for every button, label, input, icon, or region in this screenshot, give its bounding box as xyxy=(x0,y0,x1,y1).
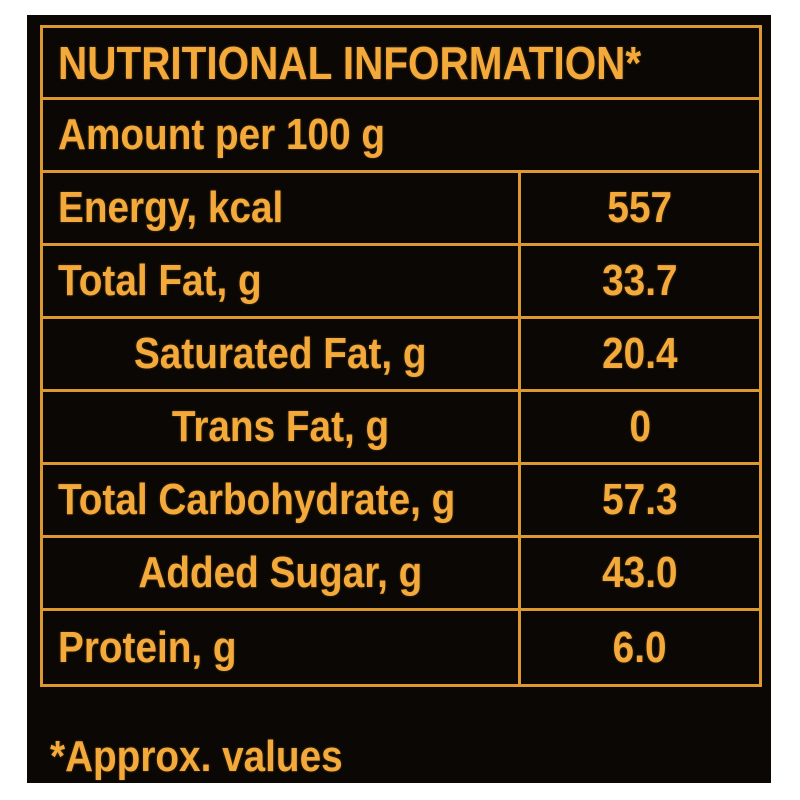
nutrition-table: NUTRITIONAL INFORMATION* Amount per 100 … xyxy=(40,25,762,687)
nutrient-value: 557 xyxy=(607,183,673,232)
footnote-text: *Approx. values xyxy=(50,732,343,781)
nutrient-label: Saturated Fat, g xyxy=(134,329,427,378)
nutrient-value-cell: 0 xyxy=(518,392,759,462)
nutrient-value: 43.0 xyxy=(602,548,678,597)
nutrient-value-cell: 6.0 xyxy=(518,611,759,684)
nutrient-label: Added Sugar, g xyxy=(138,548,423,597)
nutrient-value: 6.0 xyxy=(613,622,667,672)
nutrient-label: Protein, g xyxy=(58,622,237,672)
nutrient-label: Total Fat, g xyxy=(58,256,262,305)
nutrient-value: 0 xyxy=(629,402,651,451)
nutrient-row: Energy, kcal 557 xyxy=(43,173,759,246)
nutrient-label: Energy, kcal xyxy=(58,183,284,232)
nutrient-row: Trans Fat, g 0 xyxy=(43,392,759,465)
nutrient-label-cell: Total Carbohydrate, g xyxy=(43,465,518,535)
serving-size-row: Amount per 100 g xyxy=(43,100,759,173)
nutrient-value-cell: 20.4 xyxy=(518,319,759,389)
nutrient-row: Saturated Fat, g 20.4 xyxy=(43,319,759,392)
nutrient-label-cell: Added Sugar, g xyxy=(43,538,518,608)
nutrient-value: 33.7 xyxy=(602,256,678,305)
nutrient-value-cell: 557 xyxy=(518,173,759,243)
nutrient-label-cell: Trans Fat, g xyxy=(43,392,518,462)
nutrient-row: Protein, g 6.0 xyxy=(43,611,759,684)
nutrient-label: Total Carbohydrate, g xyxy=(58,475,456,524)
nutrient-rows: Energy, kcal 557 Total Fat, g 33.7 Saturated… xyxy=(43,173,759,684)
serving-size-label: Amount per 100 g xyxy=(58,110,386,159)
nutrient-row: Total Carbohydrate, g 57.3 xyxy=(43,465,759,538)
nutrient-value: 57.3 xyxy=(602,475,678,524)
table-title: NUTRITIONAL INFORMATION* xyxy=(58,36,642,89)
nutrient-label-cell: Protein, g xyxy=(43,611,518,684)
nutrient-label-cell: Saturated Fat, g xyxy=(43,319,518,389)
nutrient-value-cell: 33.7 xyxy=(518,246,759,316)
nutrient-value: 20.4 xyxy=(602,329,678,378)
nutrient-value-cell: 43.0 xyxy=(518,538,759,608)
nutrient-label: Trans Fat, g xyxy=(171,402,390,451)
table-title-row: NUTRITIONAL INFORMATION* xyxy=(43,28,759,100)
footnote: *Approx. values xyxy=(50,732,383,782)
nutrient-label-cell: Total Fat, g xyxy=(43,246,518,316)
nutrition-label-panel: NUTRITIONAL INFORMATION* Amount per 100 … xyxy=(27,15,771,783)
nutrient-row: Added Sugar, g 43.0 xyxy=(43,538,759,611)
nutrient-value-cell: 57.3 xyxy=(518,465,759,535)
nutrient-label-cell: Energy, kcal xyxy=(43,173,518,243)
nutrient-row: Total Fat, g 33.7 xyxy=(43,246,759,319)
